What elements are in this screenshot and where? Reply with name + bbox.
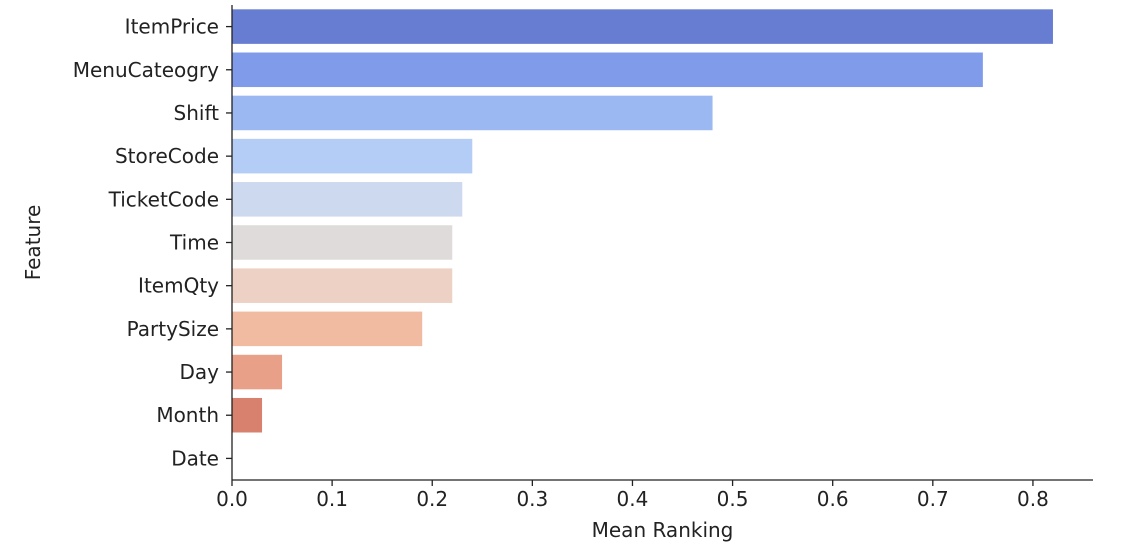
bar-time (232, 225, 453, 260)
x-tick-label: 0.3 (516, 487, 548, 511)
x-tick-label: 0.7 (917, 487, 949, 511)
y-axis-title: Feature (21, 205, 45, 281)
x-tick-label: 0.6 (817, 487, 849, 511)
bar-day (232, 354, 283, 390)
bar-ticketcode (232, 182, 463, 217)
bar-itemqty (232, 268, 453, 303)
bar-month (232, 397, 263, 433)
y-tick-label: ItemPrice (125, 15, 219, 39)
bar-itemprice (232, 9, 1053, 44)
y-tick-label: Shift (174, 101, 220, 125)
y-tick-label: PartySize (127, 317, 219, 341)
x-tick-label: 0.4 (617, 487, 649, 511)
bar-shift (232, 95, 713, 131)
y-tick-label: TicketCode (108, 187, 219, 211)
y-tick-label: ItemQty (138, 274, 219, 298)
x-tick-label: 0.1 (316, 487, 348, 511)
x-tick-label: 0.5 (717, 487, 749, 511)
y-tick-group: ItemPrice MenuCateogry Shift StoreCode Ticke… (73, 15, 232, 470)
x-tick-label: 0.8 (1017, 487, 1049, 511)
y-tick-label: Month (156, 403, 219, 427)
x-axis-title: Mean Ranking (592, 518, 734, 542)
bar-partysize (232, 311, 423, 347)
x-tick-label: 0.2 (416, 487, 448, 511)
bar-menucateogry (232, 52, 983, 88)
x-tick-label: 0.0 (216, 487, 248, 511)
y-tick-label: Time (169, 231, 219, 255)
y-tick-label: Day (180, 360, 220, 384)
y-tick-label: StoreCode (115, 144, 219, 168)
y-tick-label: MenuCateogry (73, 58, 219, 82)
x-tick-group: 0.0 0.1 0.2 0.3 0.4 0.5 0.6 0.7 0.8 (216, 480, 1049, 511)
y-tick-label: Date (171, 446, 219, 470)
bars-group (232, 9, 1053, 433)
bar-storecode (232, 138, 473, 174)
